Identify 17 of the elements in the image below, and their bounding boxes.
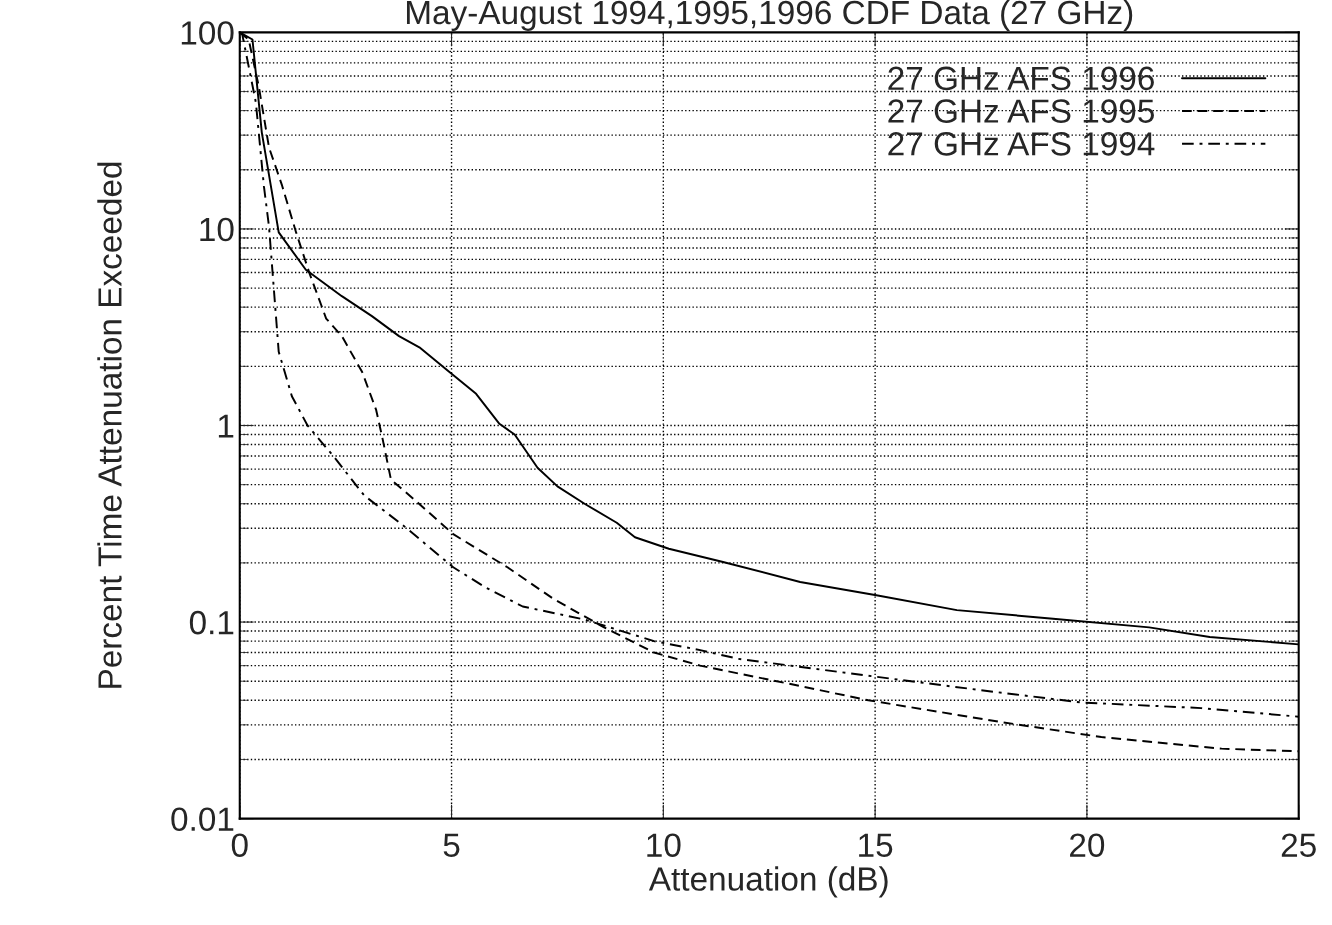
legend-label: 27 GHz AFS 1995 <box>888 99 1154 123</box>
y-tick-label: 0.1 <box>189 610 234 635</box>
x-tick-label: 20 <box>1070 833 1105 857</box>
legend-label: 27 GHz AFS 1994 <box>888 132 1155 156</box>
y-tick-label: 10 <box>200 217 234 242</box>
y-tick-label: 1 <box>218 414 234 438</box>
x-axis-title: Attenuation (dB) <box>648 866 888 898</box>
chart-title: May-August 1994,1995,1996 CDF Data (27 GHz) <box>406 0 1133 31</box>
x-tick-label: 15 <box>859 833 893 857</box>
legend-label: 27 GHz AFS 1996 <box>888 66 1154 91</box>
y-tick-label: 0.01 <box>171 807 234 832</box>
x-tick-label: 5 <box>443 833 460 857</box>
x-tick-label: 25 <box>1281 833 1316 857</box>
x-tick-label: 10 <box>647 833 681 857</box>
y-tick-label: 100 <box>181 21 234 45</box>
y-axis-title: Percent Time Attenuation Exceeded <box>97 162 122 688</box>
x-tick-label: 0 <box>231 833 248 857</box>
